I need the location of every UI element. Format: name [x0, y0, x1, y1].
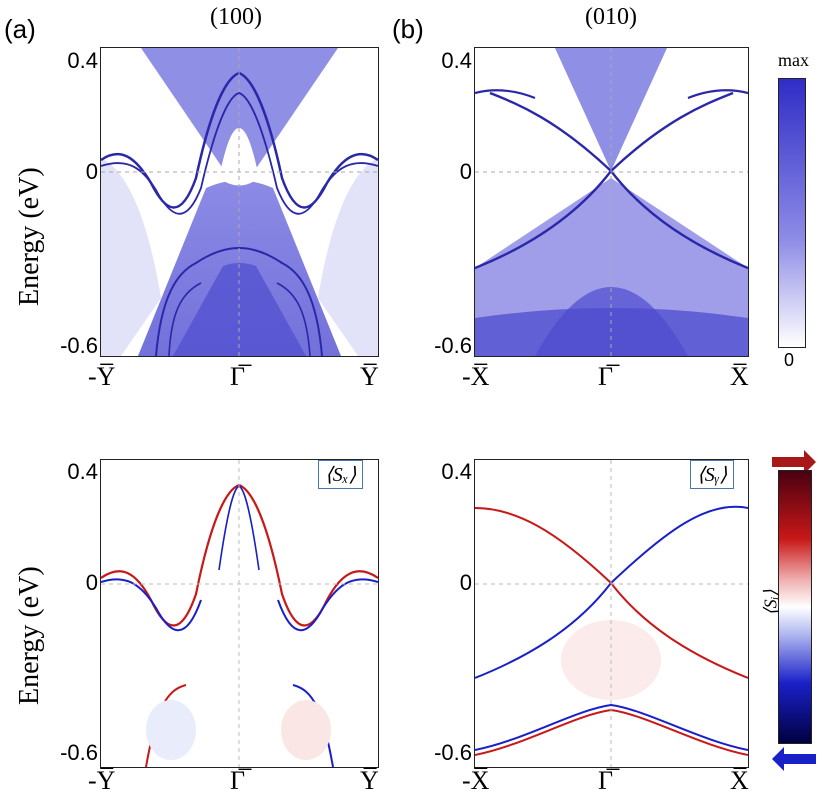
xtick-a-right: Y̅ [360, 362, 379, 391]
ytick-c-bottom: -0.6 [60, 740, 98, 765]
xtick-a-left: -Y̅ [88, 362, 116, 391]
bulk-upper-region [141, 48, 338, 173]
ytick-d-zero: 0 [459, 570, 472, 595]
plot-a-svg [101, 48, 378, 356]
spin-x-lower [101, 578, 378, 632]
ytick-b-zero: 0 [459, 159, 472, 184]
colorbar-bottom [778, 470, 812, 744]
ytick-b-top: 0.4 [441, 48, 472, 73]
ytick-c-top: 0.4 [67, 459, 98, 484]
plot-c [100, 459, 379, 768]
xtick-c-left: -Y̅ [88, 766, 116, 795]
y-axis-label-top: Energy (eV) [14, 167, 45, 306]
spin-x-blob-left [146, 700, 196, 760]
xtick-b-center: Γ̅ [598, 362, 614, 391]
panel-b-title: (010) [585, 4, 637, 30]
xtick-a-center: Γ̅ [230, 362, 246, 391]
colorbar-bottom-label: ⟨Sᵢ⟩ [760, 589, 781, 616]
spin-x-blob-right [281, 700, 331, 760]
side-shade-left [101, 158, 161, 356]
panel-a-letter: (a) [4, 14, 36, 44]
ytick-a-top: 0.4 [67, 48, 98, 73]
panel-a-title: (100) [210, 4, 262, 30]
spin-y-cone-lower-red [610, 582, 748, 679]
xtick-b-right: X̅ [730, 362, 749, 391]
colorbar-top-max: max [778, 50, 809, 70]
spin-y-band-lower [475, 703, 748, 751]
bulk-upper-region-b [555, 48, 667, 171]
plot-b [474, 47, 749, 357]
ytick-a-bottom: -0.6 [60, 333, 98, 358]
xtick-b-left: -X̅ [462, 362, 490, 391]
ytick-a-zero: 0 [85, 159, 98, 184]
plot-d [474, 459, 749, 768]
band-b-top [475, 89, 748, 100]
plot-b-svg [475, 48, 748, 356]
band-a-4 [168, 282, 311, 356]
xtick-d-right: X̅ [730, 766, 749, 795]
xtick-d-left: -X̅ [462, 766, 490, 795]
side-shade-right [318, 158, 378, 356]
gap-pocket [219, 128, 259, 186]
ytick-b-bottom: -0.6 [434, 333, 472, 358]
spin-badge-d: ⟨Sᵧ⟩ [690, 460, 735, 489]
ytick-d-top: 0.4 [441, 459, 472, 484]
plot-d-svg [475, 460, 748, 767]
xtick-c-right: Y̅ [360, 766, 379, 795]
xtick-d-center: Γ̅ [598, 766, 614, 795]
spin-y-cone-lower-blue [475, 582, 612, 679]
up-arrow-icon [772, 450, 816, 474]
ytick-d-bottom: -0.6 [434, 740, 472, 765]
bulk-lower-core [173, 263, 306, 356]
plot-c-svg [101, 460, 378, 767]
colorbar-top [778, 78, 806, 348]
band-a-2 [101, 92, 378, 215]
ytick-c-zero: 0 [85, 570, 98, 595]
colorbar-top-min: 0 [784, 350, 795, 370]
plot-a [100, 47, 379, 357]
spin-badge-c: ⟨Sₓ⟩ [318, 460, 364, 489]
down-arrow-icon [772, 747, 816, 771]
xtick-c-center: Γ̅ [230, 766, 246, 795]
panel-b-letter: (b) [392, 14, 424, 44]
spin-y-cone-upper-red [475, 507, 612, 584]
spin-y-cone-upper-blue [610, 505, 748, 584]
